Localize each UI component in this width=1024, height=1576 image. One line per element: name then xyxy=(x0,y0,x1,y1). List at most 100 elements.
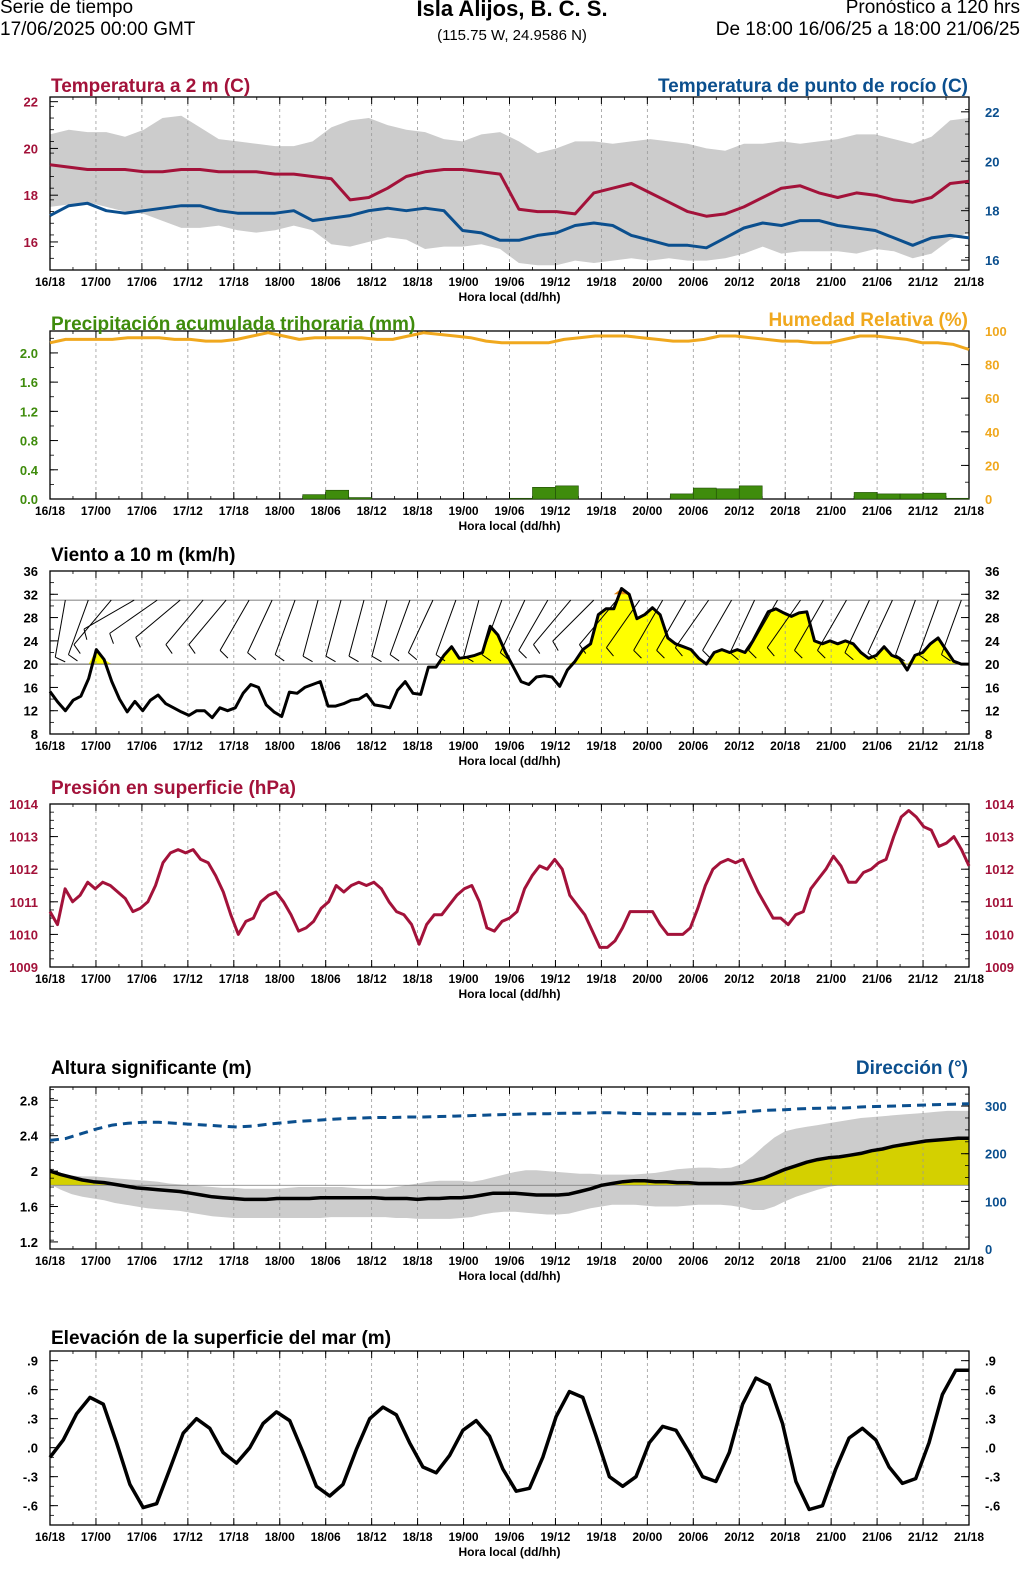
y-tick-label-left: 0.4 xyxy=(20,463,39,478)
panel-title-sea-level: Elevación de la superficie del mar (m) xyxy=(51,1328,391,1349)
x-tick-label: 18/12 xyxy=(357,275,387,289)
y-tick-label-right: 1010 xyxy=(985,927,1014,942)
x-tick-label: 21/06 xyxy=(862,1254,892,1268)
wind-barb-flag xyxy=(325,655,336,663)
y-tick-label-right: 36 xyxy=(985,564,999,579)
x-tick-label: 18/06 xyxy=(311,275,341,289)
x-tick-label: 19/12 xyxy=(540,504,570,518)
x-tick-label: 20/12 xyxy=(724,739,754,753)
wind-barb-flag xyxy=(247,652,257,661)
wind-barb xyxy=(895,599,916,655)
y-tick-label-right: -.3 xyxy=(985,1470,1000,1485)
x-tick-label: 19/06 xyxy=(494,1530,524,1544)
x-tick-label: 18/18 xyxy=(403,275,433,289)
panel-title-temperature: Temperatura a 2 m (C) xyxy=(51,76,250,97)
y-tick-label-left: 22 xyxy=(24,95,38,110)
x-tick-label: 20/12 xyxy=(724,1530,754,1544)
y-tick-label-right: 100 xyxy=(985,324,1007,339)
x-tick-label: 20/06 xyxy=(678,739,708,753)
wind-barb xyxy=(371,599,388,657)
precip-bar xyxy=(348,497,372,500)
wind-barb-flag xyxy=(748,649,757,659)
header-station-title: Isla Alijos, B. C. S. xyxy=(416,0,608,21)
wind-barb-flag xyxy=(606,647,614,657)
x-tick-label: 20/00 xyxy=(632,972,662,986)
y-tick-label-left: 36 xyxy=(24,564,38,579)
wind-barb-flag xyxy=(165,644,173,654)
wind-barb-flag xyxy=(371,655,382,663)
x-tick-label: 21/06 xyxy=(862,1530,892,1544)
wind-barb-flag xyxy=(656,649,665,659)
panel-title-wave-height: Altura significante (m) xyxy=(51,1058,252,1079)
x-tick-label: 17/06 xyxy=(127,739,157,753)
y-tick-label-right: .9 xyxy=(985,1354,996,1369)
x-axis-label: Hora local (dd/hh) xyxy=(459,1269,561,1283)
y-tick-label-left: .0 xyxy=(27,1441,38,1456)
x-tick-label: 20/18 xyxy=(770,739,800,753)
x-tick-label: 18/00 xyxy=(265,1254,295,1268)
x-tick-label: 19/06 xyxy=(494,504,524,518)
x-tick-label: 18/18 xyxy=(403,1530,433,1544)
x-tick-label: 17/00 xyxy=(81,739,111,753)
x-tick-label: 20/06 xyxy=(678,972,708,986)
x-tick-label: 17/12 xyxy=(173,275,203,289)
x-tick-label: 18/00 xyxy=(265,739,295,753)
plot-border xyxy=(49,570,970,735)
wind-barb-flag xyxy=(219,649,229,659)
precip-bar xyxy=(692,487,717,500)
y-tick-label-right: 20 xyxy=(985,154,999,169)
x-tick-label: 17/18 xyxy=(219,1254,249,1268)
x-tick-label: 19/18 xyxy=(586,972,616,986)
x-tick-label: 19/12 xyxy=(540,1254,570,1268)
x-tick-label: 20/12 xyxy=(724,504,754,518)
y-tick-label-right: 12 xyxy=(985,704,999,719)
wind-barb-flag xyxy=(533,644,541,654)
wind-barb-flag xyxy=(918,654,928,662)
x-tick-label: 17/12 xyxy=(173,504,203,518)
x-tick-label: 17/00 xyxy=(81,1530,111,1544)
y-tick-label-left: 2.4 xyxy=(20,1129,39,1144)
x-tick-label: 20/18 xyxy=(770,1530,800,1544)
wind-barb-flag xyxy=(274,654,285,662)
wind-barb xyxy=(407,599,434,653)
x-tick-label: 21/18 xyxy=(954,972,984,986)
x-tick-label: 17/00 xyxy=(81,1254,111,1268)
y-tick-label-left: 16 xyxy=(24,235,38,250)
precip-bar xyxy=(555,485,579,500)
x-tick-label: 20/00 xyxy=(632,275,662,289)
x-tick-label: 20/18 xyxy=(770,972,800,986)
series-line-humidity xyxy=(49,331,970,351)
x-tick-label: 21/12 xyxy=(908,275,938,289)
y-tick-label-right: 16 xyxy=(985,680,999,695)
x-tick-label: 17/06 xyxy=(127,972,157,986)
x-tick-label: 20/06 xyxy=(678,1530,708,1544)
wind-barb-flag xyxy=(83,628,88,640)
y-tick-label-left: 1.6 xyxy=(20,375,38,390)
x-tick-label: 20/06 xyxy=(678,504,708,518)
wind-barb xyxy=(918,599,939,655)
x-tick-label: 20/12 xyxy=(724,972,754,986)
x-tick-label: 16/18 xyxy=(35,504,65,518)
wind-barb xyxy=(302,599,319,657)
panel-title-wind: Viento a 10 m (km/h) xyxy=(51,545,235,566)
wind-barb-flag xyxy=(844,652,854,661)
y-tick-label-left: 0.8 xyxy=(20,434,38,449)
x-tick-label: 20/06 xyxy=(678,275,708,289)
y-tick-label-left: 12 xyxy=(24,704,38,719)
precip-bar xyxy=(509,497,533,500)
y-tick-label-left: 1012 xyxy=(9,862,38,877)
x-tick-label: 19/00 xyxy=(449,504,479,518)
x-tick-label: 18/12 xyxy=(357,739,387,753)
wind-barb xyxy=(674,599,710,648)
wind-barb-flag xyxy=(518,649,527,659)
header-left-line1: Serie de tiempo xyxy=(0,0,134,18)
precip-bar xyxy=(945,497,970,500)
wind-barb xyxy=(247,599,273,653)
header-coordinates: (115.75 W, 24.9586 N) xyxy=(437,27,587,44)
x-tick-label: 17/06 xyxy=(127,504,157,518)
precip-bar xyxy=(899,493,924,500)
wind-barb xyxy=(274,599,296,655)
x-tick-label: 17/00 xyxy=(81,504,111,518)
wind-barb xyxy=(463,599,480,657)
panel-title-humidity: Humedad Relativa (%) xyxy=(768,310,968,331)
